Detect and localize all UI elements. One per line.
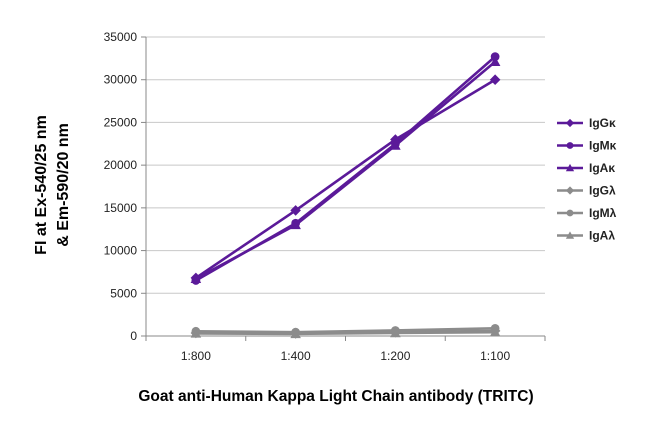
legend-label: IgMκ (589, 139, 617, 153)
legend-marker (565, 186, 575, 195)
legend-item: IgAκ (557, 161, 615, 175)
legend-label: IgGκ (589, 116, 616, 130)
y-tick-labels: 0 5000 10000 15000 20000 25000 30000 35000 (104, 30, 138, 343)
legend-item: IgMλ (557, 206, 617, 220)
legend-label: IgGλ (589, 184, 616, 198)
legend-marker (565, 118, 575, 128)
legend-marker (565, 231, 575, 239)
data-point (489, 74, 501, 86)
y-tick-label: 15000 (104, 201, 138, 215)
data-point (290, 219, 301, 230)
series-lines (190, 52, 501, 339)
x-tick-label: 1:200 (380, 349, 410, 363)
y-tick-label: 10000 (104, 244, 138, 258)
y-tick-label: 30000 (104, 73, 138, 87)
y-tick-label: 5000 (110, 286, 137, 300)
legend-marker (566, 209, 574, 217)
data-point (390, 327, 401, 338)
axes (141, 36, 546, 341)
legend-label: IgAλ (589, 229, 615, 243)
x-axis-title: Goat anti-Human Kappa Light Chain antibo… (138, 388, 533, 405)
series-line (195, 330, 496, 336)
series-line (195, 327, 496, 334)
legend-item: IgAλ (557, 229, 615, 243)
grid-lines (146, 36, 545, 294)
legend-item: IgMκ (557, 139, 617, 153)
y-tick-label: 35000 (104, 30, 138, 44)
legend-item: IgGκ (557, 116, 616, 130)
series-3 (190, 56, 501, 283)
y-axis-title-line-1: FI at Ex-540/25 nm (33, 115, 50, 255)
data-point (489, 326, 501, 337)
series-line (195, 60, 496, 280)
x-tick-label: 1:400 (281, 349, 311, 363)
y-axis-title-line-2: & Em-590/20 nm (55, 123, 72, 247)
y-tick-label: 20000 (104, 158, 138, 172)
legend: IgGκ IgMκ IgAκ IgGλ IgMλ IgAλ (557, 116, 617, 243)
y-tick-label: 25000 (104, 115, 138, 129)
x-tick-labels: 1:800 1:400 1:200 1:100 (181, 349, 511, 363)
data-point (290, 205, 301, 216)
legend-label: IgMλ (589, 206, 617, 220)
x-tick-label: 1:800 (181, 349, 211, 363)
legend-label: IgAκ (589, 161, 615, 175)
data-point (390, 140, 401, 150)
legend-marker (566, 142, 574, 149)
data-point (489, 56, 501, 67)
legend-marker (565, 163, 575, 172)
data-point (190, 273, 202, 283)
series-line (195, 78, 496, 279)
data-point (290, 328, 301, 339)
data-point (190, 328, 202, 338)
x-tick-label: 1:100 (480, 349, 510, 363)
series-1 (190, 74, 501, 284)
legend-item: IgGλ (557, 184, 616, 198)
series-6 (190, 326, 501, 339)
y-tick-label: 0 (130, 329, 137, 343)
